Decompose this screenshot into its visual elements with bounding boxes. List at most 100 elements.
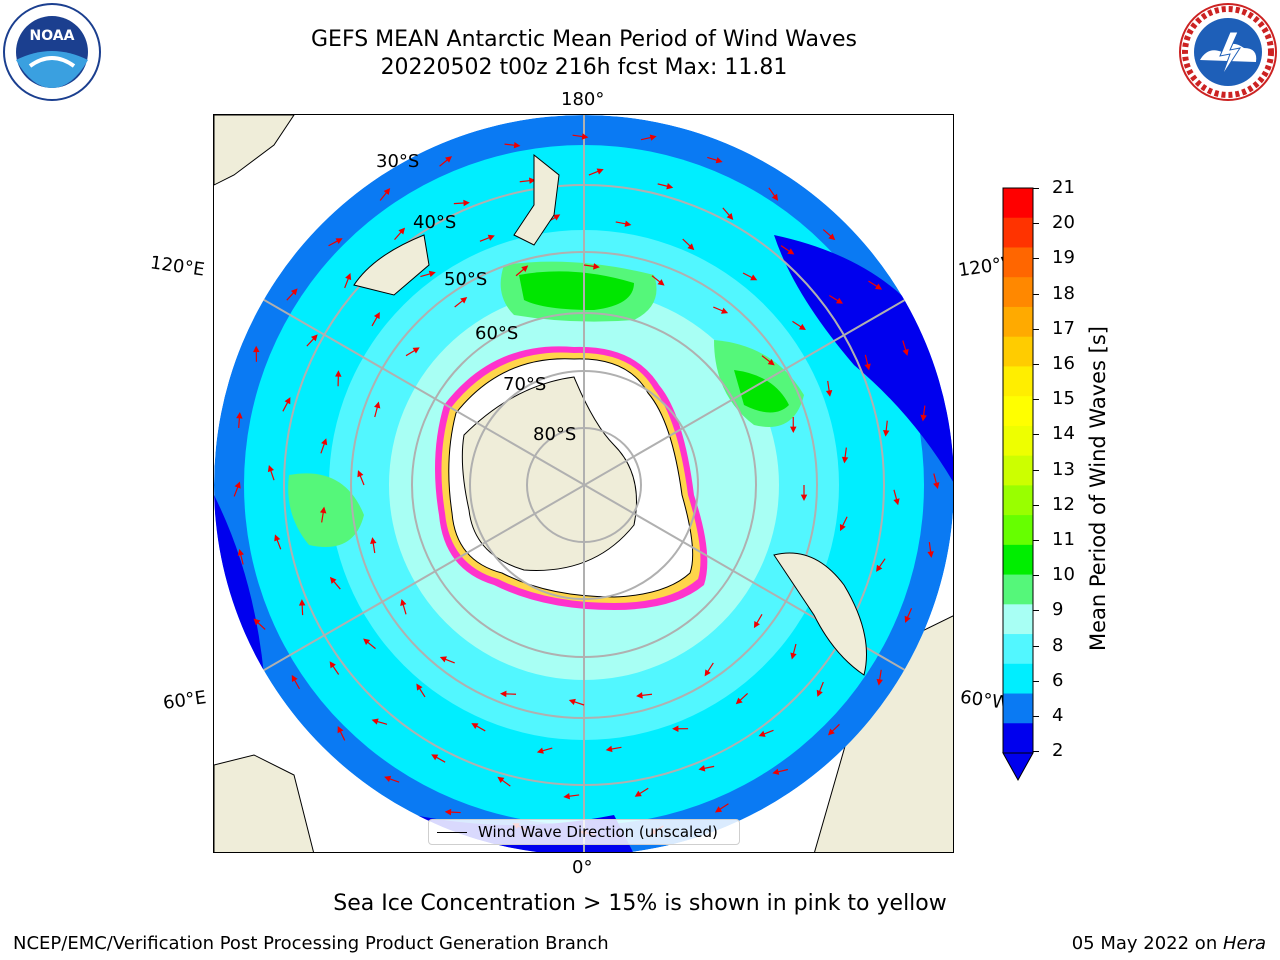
wave-direction-arrow-head — [563, 792, 571, 800]
colorbar-tick-label: 12 — [1052, 493, 1075, 515]
wave-direction-arrow-head — [876, 564, 883, 572]
colorbar-segment — [1003, 634, 1033, 665]
colorbar-tick-label: 17 — [1052, 317, 1075, 339]
lon-label-180: 180° — [561, 89, 605, 110]
wave-direction-arrow-head — [902, 348, 909, 356]
noaa-logo-text: NOAA — [30, 28, 75, 44]
wave-direction-arrow-head — [624, 220, 632, 227]
map-canvas — [214, 115, 953, 852]
wave-direction-arrow-head — [445, 156, 452, 163]
wave-direction-arrow-head — [345, 273, 352, 281]
colorbar — [1002, 187, 1034, 782]
wave-direction-arrow-head — [800, 494, 808, 501]
map-title: GEFS MEAN Antarctic Mean Period of Wind … — [311, 27, 857, 52]
wave-direction-arrow-head — [337, 726, 344, 734]
colorbar-tick-label: 13 — [1052, 458, 1075, 480]
colorbar-segment — [1003, 574, 1033, 605]
wave-direction-arrow-head — [816, 689, 823, 697]
colorbar-tick-label: 10 — [1052, 564, 1075, 586]
colorbar-tick-mark — [1033, 575, 1039, 577]
wave-direction-arrow-head — [371, 718, 379, 725]
colorbar-segment — [1003, 277, 1033, 308]
wave-direction-arrow-head — [828, 233, 836, 241]
colorbar-tick-mark — [1033, 680, 1039, 682]
wave-direction-arrow-head — [374, 401, 381, 409]
colorbar-tick-label: 6 — [1052, 669, 1064, 691]
wave-direction-arrow-head — [373, 312, 380, 320]
wave-direction-arrow-head — [753, 621, 760, 629]
wave-direction-arrow-head — [920, 414, 927, 422]
footer-date-text: 05 May 2022 on — [1071, 933, 1223, 954]
colorbar-segment — [1003, 217, 1033, 248]
period-10-11-patch-north — [519, 271, 634, 310]
colorbar-tick-mark — [1033, 223, 1039, 225]
footer-date: 05 May 2022 on Hera — [1072, 933, 1266, 954]
colorbar-tick-mark — [1033, 293, 1039, 295]
colorbar-extend-min — [1002, 752, 1034, 782]
wave-direction-arrow-head — [839, 523, 846, 532]
legend-line-swatch — [437, 832, 467, 833]
wave-direction-arrow-head — [460, 297, 468, 304]
wave-direction-arrow-head — [750, 274, 758, 281]
wave-direction-arrow-head — [893, 498, 900, 506]
wave-direction-arrow-head — [735, 697, 743, 705]
colorbar-tick-mark — [1033, 364, 1039, 365]
wave-direction-arrow-head — [864, 363, 871, 371]
wave-direction-arrow-head — [383, 188, 391, 196]
colorbar-tick-mark — [1033, 716, 1039, 717]
colorbar-tick-label: 2 — [1052, 740, 1064, 762]
wave-direction-arrow-head — [398, 227, 406, 235]
colorbar-tick-mark — [1033, 645, 1039, 647]
wave-direction-arrow-head — [253, 618, 261, 626]
wave-direction-arrow-head — [321, 438, 328, 446]
colorbar-tick-label: 16 — [1052, 353, 1075, 374]
colorbar-tick-label: 18 — [1052, 282, 1075, 304]
wave-direction-arrow-head — [772, 768, 780, 775]
wave-direction-arrow-head — [363, 638, 371, 646]
colorbar-tick-mark — [1033, 504, 1039, 506]
wave-direction-arrow-head — [714, 806, 723, 813]
wave-direction-arrow-head — [581, 133, 589, 140]
colorbar-segment — [1003, 366, 1033, 397]
wave-direction-arrow-head — [758, 730, 766, 737]
colorbar-tick-mark — [1033, 469, 1039, 471]
wave-direction-arrow-head — [528, 177, 536, 184]
wave-direction-arrow-head — [234, 481, 241, 489]
colorbar-tick-mark — [1033, 399, 1039, 401]
wave-direction-arrow-head — [310, 334, 318, 342]
wave-direction-arrow-head — [882, 429, 890, 437]
wave-direction-arrow-head — [357, 470, 364, 478]
wave-direction-arrow-head — [687, 243, 695, 251]
wave-direction-arrow-head — [319, 506, 327, 514]
colorbar-tick-mark — [1033, 540, 1039, 541]
wave-direction-arrow-head — [487, 234, 495, 241]
wave-direction-arrow-head — [596, 168, 604, 175]
colorbar-segment — [1003, 515, 1033, 546]
colorbar-segment — [1003, 663, 1033, 695]
wave-direction-arrow-head — [553, 214, 561, 221]
lon-label-60e: 60°E — [161, 687, 208, 714]
land-corner-sw — [214, 754, 315, 852]
wave-direction-arrow-head — [798, 323, 806, 331]
wave-direction-arrow-head — [513, 141, 521, 149]
colorbar-label: Mean Period of Wind Waves [s] — [1086, 326, 1110, 651]
wave-direction-arrow-head — [605, 745, 613, 753]
colorbar-tick-mark — [1033, 751, 1039, 753]
colorbar-segment — [1003, 485, 1033, 516]
land-south-america — [773, 552, 867, 676]
wave-direction-arrow-head — [927, 551, 934, 558]
wave-direction-arrow-head — [536, 747, 544, 754]
colorbar-tick-label: 20 — [1052, 212, 1075, 234]
wave-direction-arrow-head — [634, 790, 642, 797]
colorbar-tick-mark — [1033, 434, 1039, 436]
colorbar-segment — [1003, 396, 1033, 427]
wave-direction-arrow-head — [636, 692, 643, 699]
colorbar-segment — [1003, 425, 1033, 457]
wave-direction-arrow-head — [497, 776, 505, 784]
wave-direction-arrow-head — [329, 576, 337, 584]
wave-direction-arrow-head — [290, 288, 298, 296]
wave-direction-arrow-head — [715, 157, 723, 164]
wave-direction-arrow-head — [593, 263, 600, 270]
colorbar-tick-mark — [1033, 188, 1039, 189]
wave-direction-arrow-head — [439, 656, 447, 663]
